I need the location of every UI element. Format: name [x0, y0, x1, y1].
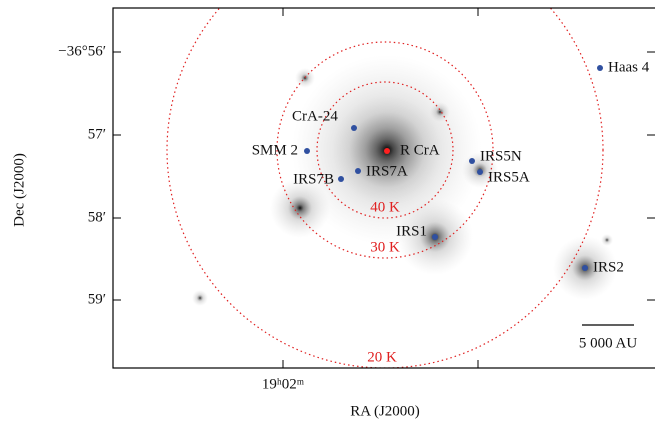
source-marker: [469, 158, 475, 164]
source-label: IRS7A: [366, 163, 408, 179]
source-marker: [477, 169, 483, 175]
contour-label: 30 K: [370, 239, 400, 255]
source-label: IRS7B: [293, 171, 334, 187]
contour-label: 40 K: [370, 199, 400, 215]
source-label: SMM 2: [252, 142, 298, 158]
contour-label: 20 K: [367, 349, 397, 365]
source-marker: [355, 168, 361, 174]
source-label: R CrA: [400, 142, 440, 158]
source-marker: [338, 176, 344, 182]
scale-bar-label: 5 000 AU: [579, 335, 638, 351]
x-tick-label: 19ʰ02ᵐ: [262, 376, 305, 392]
source-marker: [304, 148, 310, 154]
y-tick-label: −36°56′: [58, 43, 106, 59]
source-label: IRS5N: [480, 148, 522, 164]
y-axis-label: Dec (J2000): [11, 153, 27, 227]
source-marker: [582, 265, 588, 271]
tick-marks: [113, 8, 655, 368]
y-tick-label: 59′: [88, 291, 106, 307]
source-marker: [351, 125, 357, 131]
source-label: IRS1: [396, 223, 427, 239]
sky-image: [113, 8, 655, 368]
source-label: Haas 4: [608, 59, 650, 75]
source-marker: [384, 148, 390, 154]
source-label: CrA-24: [292, 108, 338, 124]
y-tick-label: 57′: [88, 126, 106, 142]
source-marker: [597, 65, 603, 71]
source-label: IRS5A: [488, 169, 530, 185]
y-tick-label: 58′: [88, 209, 106, 225]
x-axis-label: RA (J2000): [350, 403, 420, 419]
source-marker: [432, 234, 438, 240]
source-label: IRS2: [593, 259, 624, 275]
plot-frame: [112, 7, 655, 369]
